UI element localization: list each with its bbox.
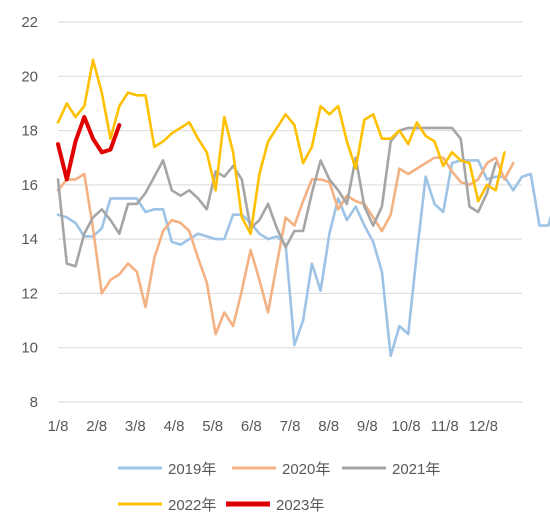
y-tick-label: 16: [21, 177, 38, 194]
y-tick-label: 22: [21, 14, 38, 31]
legend-label: 2021年: [392, 461, 440, 478]
y-tick-label: 10: [21, 340, 38, 357]
legend-label: 2023年: [276, 497, 324, 514]
x-axis-tick-labels: 1/8 2/8 3/8 4/8 5/8 6/8 7/8 8/8 9/8 10/8 11/8 12/8: [48, 418, 498, 435]
x-tick-label: 5/8: [202, 418, 223, 435]
series-line-2021年: [56, 126, 498, 268]
x-tick-label: 10/8: [391, 418, 420, 435]
x-tick-label: 12/8: [469, 418, 498, 435]
legend: 2019年 2020年 2021年 2022年 2023年: [118, 461, 440, 514]
x-tick-label: 8/8: [318, 418, 339, 435]
series-line-2019年: [56, 159, 550, 358]
x-tick-label: 2/8: [86, 418, 107, 435]
series-lines: [56, 58, 550, 358]
y-axis-tick-labels: 8 10 12 14 16 18 20 22: [21, 14, 38, 411]
series-line-2020年: [56, 156, 515, 336]
x-tick-label: 6/8: [241, 418, 262, 435]
legend-label: 2020年: [282, 461, 330, 478]
x-tick-label: 11/8: [431, 418, 459, 435]
y-tick-label: 18: [21, 123, 38, 140]
y-tick-label: 20: [21, 68, 38, 85]
series-line-2023年: [56, 115, 122, 182]
legend-label: 2019年: [168, 461, 216, 478]
y-tick-label: 12: [21, 285, 38, 302]
legend-label: 2022年: [168, 497, 216, 514]
series-line-2022年: [56, 58, 506, 235]
y-tick-label: 14: [21, 231, 38, 248]
x-tick-label: 3/8: [125, 418, 146, 435]
y-tick-label: 8: [30, 394, 38, 411]
gridlines: [58, 21, 522, 403]
x-tick-label: 7/8: [280, 418, 301, 435]
x-tick-label: 9/8: [357, 418, 378, 435]
x-tick-label: 4/8: [164, 418, 185, 435]
x-tick-label: 1/8: [48, 418, 69, 435]
